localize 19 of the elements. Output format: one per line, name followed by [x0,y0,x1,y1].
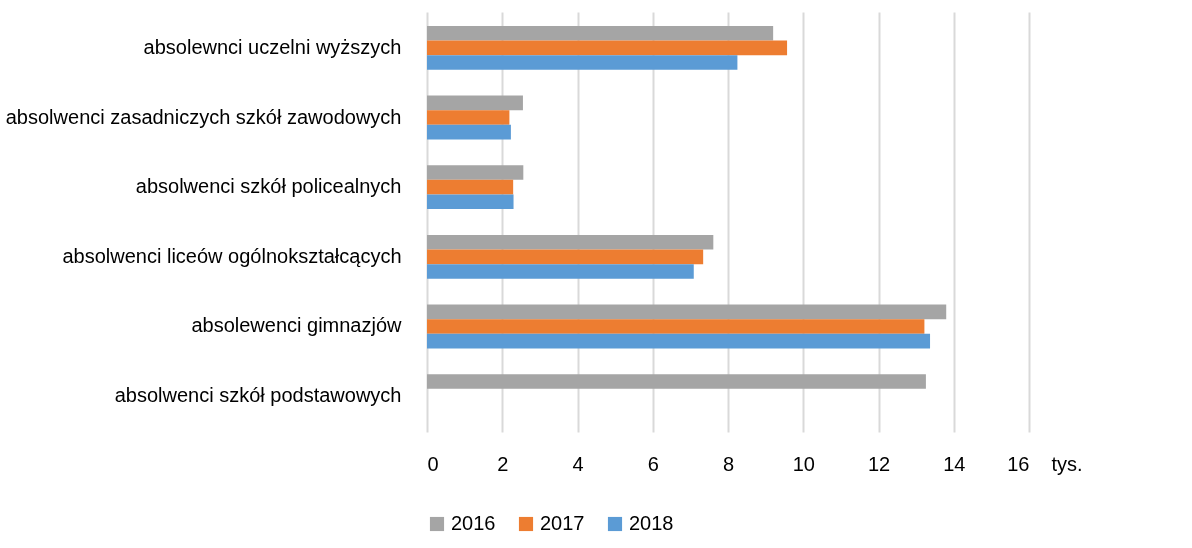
x-tick-label: 14 [943,452,966,475]
y-tick-label: absolewnci uczelni wyższych [143,35,402,58]
y-tick-label: absolwenci liceów ogólnokształcących [62,244,402,267]
x-tick-label: 4 [572,452,584,475]
x-axis-title: tys. [1051,452,1083,475]
x-tick-label: 8 [722,452,735,475]
y-tick-label: absolewenci gimnazjów [191,314,403,337]
legend-label: 2018 [629,512,674,534]
x-tick-label: 16 [1007,452,1030,475]
x-tick-label: 12 [867,452,891,475]
y-tick-label: absolwenci szkół podstawowych [114,384,402,407]
x-tick-label: 6 [647,452,659,475]
legend-label: 2017 [540,512,585,534]
y-tick-label: absolwenci szkół policealnych [135,175,402,198]
legend-label: 2016 [451,512,496,534]
x-tick-label: 0 [427,452,439,475]
y-tick-label: absolwenci zasadniczych szkół zawodowych [5,105,402,128]
x-tick-label: 2 [497,452,509,475]
x-tick-label: 10 [792,452,815,475]
